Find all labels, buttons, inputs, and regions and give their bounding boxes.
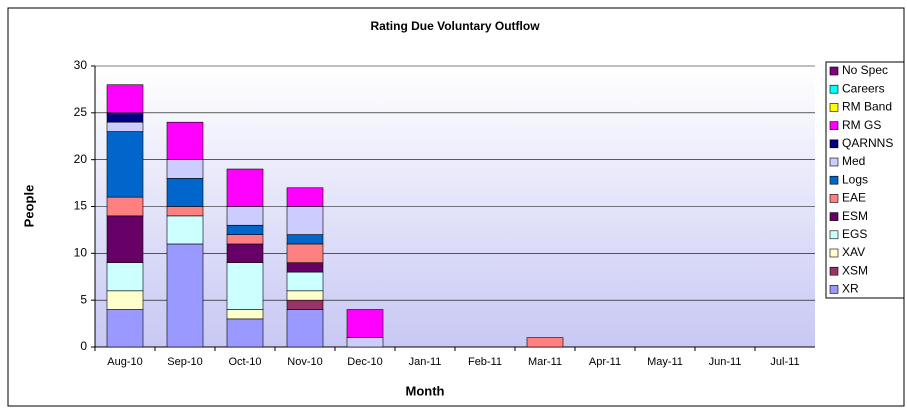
bar-segment [106,309,144,348]
bar-segment [226,262,264,310]
x-tick-label: Nov-10 [287,356,322,368]
legend-label: XAV [842,245,865,259]
bar-segment [106,131,144,198]
bar-segment [166,206,204,217]
legend-label: EAE [842,191,866,205]
bar-segment [286,299,324,310]
bar-segment [106,121,144,132]
bar-segment [526,337,564,348]
bar-segment [166,121,204,160]
y-tick-label: 5 [80,292,87,306]
legend-label: XR [842,282,859,296]
bar-segment [106,196,144,217]
bar-segment [226,168,264,207]
legend-swatch [829,103,839,112]
bar-segment [166,243,204,348]
legend-swatch [829,175,839,185]
y-tick-label: 15 [74,199,88,213]
x-tick-label: Dec-10 [347,356,382,368]
y-tick-label: 20 [74,152,88,166]
bar-segment [286,206,324,235]
legend-swatch [829,121,839,130]
bar-segment [166,178,204,207]
legend [825,61,905,299]
bar-segment [226,318,264,348]
y-tick-label: 30 [74,58,88,72]
x-tick-label: Feb-11 [468,356,502,368]
bar-segment [286,234,324,245]
legend-swatch [829,266,839,276]
legend-label: RM GS [842,118,881,132]
bar-segment [286,271,324,292]
x-tick-label: Oct-10 [228,356,261,368]
x-tick-label: Apr-11 [589,356,621,368]
x-tick-label: Jun-11 [709,356,742,368]
legend-swatch [829,84,839,94]
x-tick-label: May-11 [647,356,683,368]
bar-segment [286,262,324,273]
x-axis-label: Month [406,383,445,398]
bar-segment [106,290,144,310]
bar-segment [226,234,264,245]
y-tick-label: 0 [80,339,87,353]
legend-swatch [829,230,839,240]
bar-segment [226,243,264,263]
bar-segment [166,159,204,179]
bar-segment [106,262,144,292]
bar-segment [106,112,144,123]
bar-segment [346,337,384,348]
legend-swatch [829,139,839,149]
bar-segment [226,309,264,320]
legend-swatch [829,157,839,167]
legend-label: EGS [842,227,867,241]
legend-swatch [829,285,839,294]
chart-title: Rating Due Voluntary Outflow [370,19,540,33]
bar-segment [166,215,204,245]
legend-label: ESM [842,209,868,223]
bar-segment [286,187,324,207]
bar-segment [346,309,384,338]
x-tick-label: Mar-11 [528,356,562,368]
y-tick-label: 10 [74,246,88,260]
bar-segment [286,243,324,263]
x-tick-label: Aug-10 [107,356,142,368]
x-tick-label: Jan-11 [409,356,442,368]
legend-label: RM Band [842,100,892,114]
legend-swatch [829,248,839,258]
legend-label: QARNNS [842,136,893,150]
legend-swatch [829,66,839,76]
y-tick-label: 25 [74,105,88,119]
x-tick-label: Sep-10 [167,356,202,368]
bar-segment [106,84,144,114]
legend-label: Med [842,154,865,168]
bar-segment [226,224,264,235]
legend-label: No Spec [842,63,888,77]
legend-label: XSM [842,263,868,277]
bar-segment [286,309,324,348]
legend-label: Careers [842,81,885,95]
legend-label: Logs [842,172,868,186]
bar-segment [226,206,264,226]
legend-swatch [829,194,839,203]
legend-swatch [829,212,839,221]
y-axis-label: People [21,185,36,228]
bar-segment [286,290,324,301]
x-tick-label: Jul-11 [770,356,799,368]
bar-segment [106,215,144,264]
